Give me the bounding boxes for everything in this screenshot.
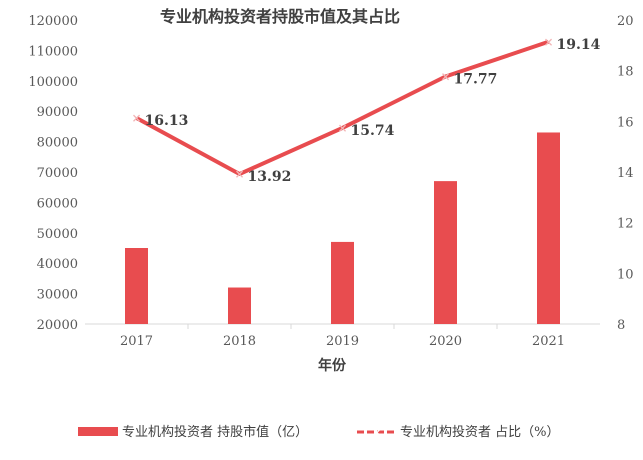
legend-line-label: 专业机构投资者 占比（%） [400, 424, 560, 440]
legend: 专业机构投资者 持股市值（亿） × 专业机构投资者 占比（%） [78, 424, 560, 440]
legend-line-marker: × [372, 426, 381, 439]
line-point-marker: × [337, 121, 347, 135]
y-left-tick-label: 50000 [37, 227, 78, 242]
data-label: 19.14 [557, 37, 601, 53]
chart-title: 专业机构投资者持股市值及其占比 [160, 7, 400, 26]
y-left-tick-label: 70000 [37, 166, 78, 181]
y-right-tick-label: 20 [617, 14, 634, 29]
x-tick-label: 2019 [326, 334, 359, 349]
y-right-tick-label: 12 [617, 217, 634, 232]
bar [125, 248, 148, 324]
y-left-tick-label: 20000 [37, 318, 78, 333]
x-axis-label: 年份 [318, 357, 347, 374]
line-point-marker: × [543, 35, 553, 49]
data-label: 17.77 [454, 71, 498, 87]
bar [331, 241, 354, 324]
bar [537, 132, 560, 324]
bar [228, 287, 251, 324]
y-right-tick-label: 8 [617, 318, 625, 333]
y-right-tick-label: 14 [617, 166, 634, 181]
y-right-tick-label: 18 [617, 65, 634, 80]
y-left-tick-label: 110000 [28, 44, 78, 59]
legend-bar-swatch [78, 427, 118, 436]
x-tick-label: 2020 [429, 334, 462, 349]
data-label: 16.13 [145, 113, 189, 129]
y-left-tick-label: 90000 [37, 105, 78, 120]
y-left-tick-label: 40000 [37, 257, 78, 272]
y-left-tick-label: 60000 [37, 196, 78, 211]
data-label: 15.74 [351, 123, 395, 139]
x-tick-label: 2017 [120, 334, 153, 349]
y-right-tick-label: 10 [617, 267, 634, 282]
y-left-tick-label: 80000 [37, 136, 78, 151]
line-point-marker: × [131, 111, 141, 125]
y-left-tick-label: 120000 [28, 14, 78, 29]
y-left-tick-label: 100000 [28, 75, 78, 90]
y-right-tick-label: 16 [617, 115, 634, 130]
data-label: 13.92 [248, 169, 292, 185]
x-tick-label: 2021 [532, 334, 565, 349]
line-point-marker: × [234, 167, 244, 181]
bar [434, 181, 457, 324]
x-tick-label: 2018 [223, 334, 256, 349]
line-point-marker: × [440, 69, 450, 83]
y-left-tick-label: 30000 [37, 288, 78, 303]
plot-area: 20000 30000 40000 50000 60000 70000 80000 90000… [28, 14, 633, 349]
line-series [135, 39, 550, 177]
legend-bar-label: 专业机构投资者 持股市值（亿） [122, 424, 308, 440]
